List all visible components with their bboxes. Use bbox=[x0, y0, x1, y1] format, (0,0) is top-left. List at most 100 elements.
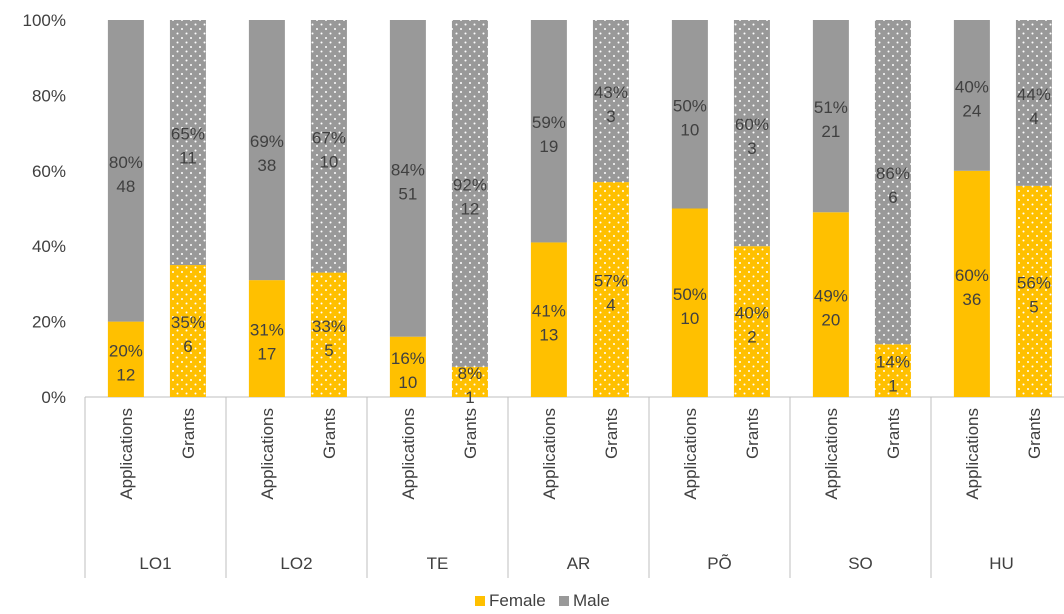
subcategory-label: Grants bbox=[1025, 408, 1044, 459]
data-label-female-count: 1 bbox=[465, 388, 474, 407]
data-label-male-pct: 59% bbox=[532, 113, 566, 132]
category-label: AR bbox=[567, 554, 591, 573]
y-tick-label: 40% bbox=[32, 237, 66, 256]
data-label-female-count: 17 bbox=[257, 345, 276, 364]
data-label-male-count: 51 bbox=[398, 184, 417, 203]
data-label-female-pct: 33% bbox=[312, 317, 346, 336]
legend-swatch bbox=[475, 596, 485, 606]
legend: Female Male bbox=[475, 591, 610, 610]
data-label-male-pct: 67% bbox=[312, 128, 346, 147]
data-label-female-count: 6 bbox=[183, 337, 192, 356]
subcategory-label: Applications bbox=[681, 408, 700, 500]
data-label-female-count: 5 bbox=[1029, 297, 1038, 316]
data-label-male-pct: 40% bbox=[955, 77, 989, 96]
subcategory-label: Grants bbox=[320, 408, 339, 459]
data-label-male-count: 10 bbox=[319, 152, 338, 171]
bar-segment-female bbox=[733, 246, 770, 397]
subcategory-label: Applications bbox=[540, 408, 559, 500]
data-labels: 20%1280%4835%665%1131%1769%3833%567%1016… bbox=[109, 77, 1051, 407]
data-label-male-pct: 65% bbox=[171, 125, 205, 144]
bar-segment-female bbox=[389, 336, 426, 397]
data-label-male-pct: 80% bbox=[109, 153, 143, 172]
subcategory-label: Grants bbox=[743, 408, 762, 459]
data-label-male-count: 21 bbox=[821, 122, 840, 141]
data-label-female-count: 5 bbox=[324, 341, 333, 360]
data-label-female-pct: 16% bbox=[391, 349, 425, 368]
bar-segment-male bbox=[530, 20, 567, 243]
bar-segment-female bbox=[953, 170, 990, 397]
legend-label: Male bbox=[573, 591, 610, 610]
bar-segment-male bbox=[812, 20, 849, 213]
data-label-female-pct: 35% bbox=[171, 313, 205, 332]
bar-segment-female bbox=[812, 212, 849, 397]
bar-segment-female bbox=[671, 208, 708, 397]
data-label-male-pct: 84% bbox=[391, 160, 425, 179]
data-label-female-count: 20 bbox=[821, 311, 840, 330]
subcategory-label: Grants bbox=[179, 408, 198, 459]
data-label-male-count: 24 bbox=[962, 101, 981, 120]
subcategory-label: Applications bbox=[963, 408, 982, 500]
data-label-female-count: 10 bbox=[398, 373, 417, 392]
y-tick-label: 80% bbox=[32, 86, 66, 105]
data-label-female-pct: 14% bbox=[876, 353, 910, 372]
category-label: HU bbox=[989, 554, 1014, 573]
data-label-male-count: 10 bbox=[680, 120, 699, 139]
data-label-female-count: 13 bbox=[539, 326, 558, 345]
data-label-female-count: 1 bbox=[888, 377, 897, 396]
data-label-male-pct: 44% bbox=[1017, 85, 1051, 104]
data-label-male-count: 38 bbox=[257, 156, 276, 175]
y-tick-label: 60% bbox=[32, 162, 66, 181]
data-label-female-pct: 50% bbox=[673, 285, 707, 304]
bar-segment-male bbox=[592, 20, 629, 183]
data-label-male-pct: 86% bbox=[876, 164, 910, 183]
data-label-female-count: 2 bbox=[747, 328, 756, 347]
y-tick-label: 0% bbox=[41, 388, 66, 407]
data-label-male-count: 12 bbox=[460, 199, 479, 218]
data-label-female-pct: 56% bbox=[1017, 273, 1051, 292]
subcategory-label: Grants bbox=[461, 408, 480, 459]
y-tick-label: 100% bbox=[23, 11, 66, 30]
data-label-male-count: 3 bbox=[747, 139, 756, 158]
y-tick-label: 20% bbox=[32, 313, 66, 332]
data-label-male-pct: 51% bbox=[814, 98, 848, 117]
legend-label: Female bbox=[489, 591, 546, 610]
data-label-male-pct: 92% bbox=[453, 175, 487, 194]
data-label-female-count: 4 bbox=[606, 296, 615, 315]
subcategory-label: Applications bbox=[822, 408, 841, 500]
bar-segment-male bbox=[107, 20, 144, 322]
data-label-female-count: 36 bbox=[962, 290, 981, 309]
data-label-female-pct: 60% bbox=[955, 266, 989, 285]
data-label-male-pct: 50% bbox=[673, 96, 707, 115]
bar-segment-male bbox=[310, 20, 347, 273]
bar-segment-male bbox=[1015, 20, 1052, 186]
data-label-female-pct: 40% bbox=[735, 304, 769, 323]
bar-segment-male bbox=[451, 20, 488, 367]
data-label-male-count: 48 bbox=[116, 177, 135, 196]
subcategory-label: Applications bbox=[258, 408, 277, 500]
bar-segment-female bbox=[451, 366, 488, 397]
bar-segment-female bbox=[592, 182, 629, 397]
category-label: LO1 bbox=[139, 554, 171, 573]
bars bbox=[107, 20, 1052, 397]
bar-segment-female bbox=[169, 265, 206, 397]
data-label-female-pct: 20% bbox=[109, 341, 143, 360]
legend-swatch bbox=[559, 596, 569, 606]
data-label-male-pct: 60% bbox=[735, 115, 769, 134]
bar-segment-male bbox=[169, 20, 206, 266]
category-label: SO bbox=[848, 554, 873, 573]
category-label: LO2 bbox=[280, 554, 312, 573]
subcategory-label: Applications bbox=[117, 408, 136, 500]
bar-segment-female bbox=[248, 280, 285, 397]
data-label-male-count: 3 bbox=[606, 107, 615, 126]
data-label-male-count: 11 bbox=[179, 149, 197, 168]
bar-segment-male bbox=[671, 20, 708, 209]
data-label-male-count: 6 bbox=[888, 188, 897, 207]
data-label-male-count: 19 bbox=[539, 137, 558, 156]
category-label: PÕ bbox=[707, 554, 732, 573]
subcategory-label: Applications bbox=[399, 408, 418, 500]
bar-segment-female bbox=[530, 242, 567, 397]
data-label-female-pct: 8% bbox=[458, 364, 483, 383]
subcategory-label: Grants bbox=[884, 408, 903, 459]
bar-segment-female bbox=[310, 272, 347, 397]
